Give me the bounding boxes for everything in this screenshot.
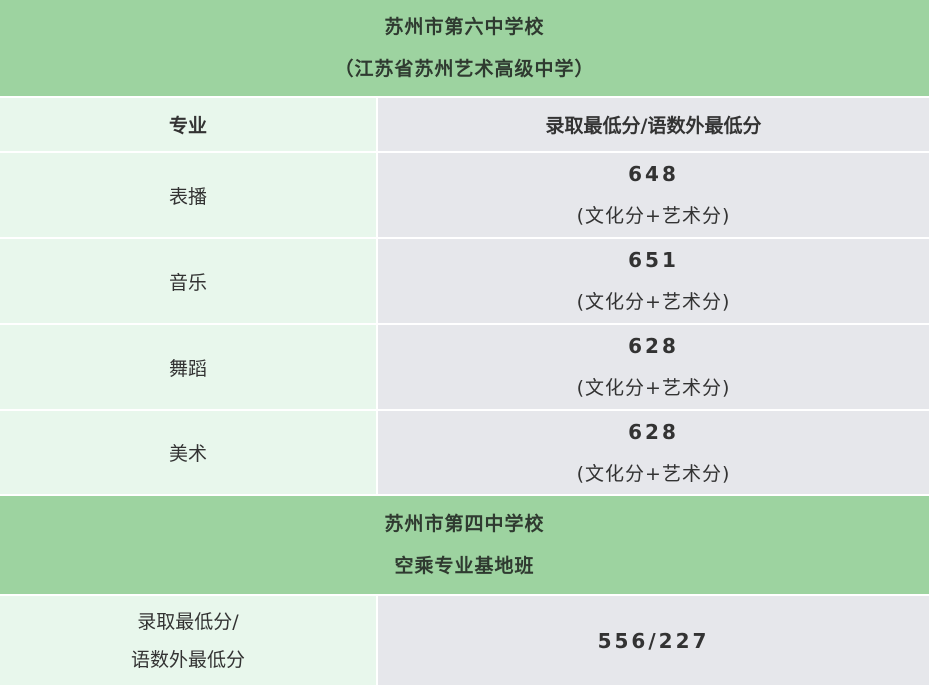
score-note: (文化分+艺术分)	[576, 205, 731, 227]
score-value: 648	[628, 162, 679, 186]
score-label-line2: 语数外最低分	[130, 648, 245, 671]
score-value: 651	[628, 248, 679, 272]
table-row: 录取最低分/ 语数外最低分 556/227	[0, 596, 929, 685]
score-note: (文化分+艺术分)	[576, 377, 731, 399]
table-row: 舞蹈 628 (文化分+艺术分)	[0, 325, 929, 409]
score-note: (文化分+艺术分)	[576, 291, 731, 313]
school1-title: 苏州市第六中学校	[384, 16, 545, 38]
school2-title: 苏州市第四中学校	[384, 513, 545, 535]
school2-header: 苏州市第四中学校 空乘专业基地班	[0, 496, 929, 594]
school2-subtitle: 空乘专业基地班	[394, 555, 535, 577]
major-column-header: 专业	[0, 98, 376, 151]
school1-subtitle: （江苏省苏州艺术高级中学）	[334, 58, 595, 80]
major-cell: 舞蹈	[0, 325, 376, 409]
score-note: (文化分+艺术分)	[576, 462, 731, 485]
major-cell: 表播	[0, 153, 376, 237]
table-row: 美术 628 (文化分+艺术分)	[0, 411, 929, 494]
table-row: 音乐 651 (文化分+艺术分)	[0, 239, 929, 323]
table-row: 表播 648 (文化分+艺术分)	[0, 153, 929, 237]
score-label-line1: 录取最低分/	[137, 610, 239, 633]
table-header: 专业 录取最低分/语数外最低分	[0, 98, 929, 151]
score-value: 556/227	[597, 628, 710, 653]
major-cell: 美术	[0, 411, 376, 494]
score-value: 628	[628, 419, 679, 444]
school1-header: 苏州市第六中学校 （江苏省苏州艺术高级中学）	[0, 0, 929, 96]
score-column-header: 录取最低分/语数外最低分	[378, 98, 929, 151]
score-value: 628	[628, 334, 679, 358]
major-cell: 音乐	[0, 239, 376, 323]
score-label-cell: 录取最低分/ 语数外最低分	[0, 596, 376, 685]
